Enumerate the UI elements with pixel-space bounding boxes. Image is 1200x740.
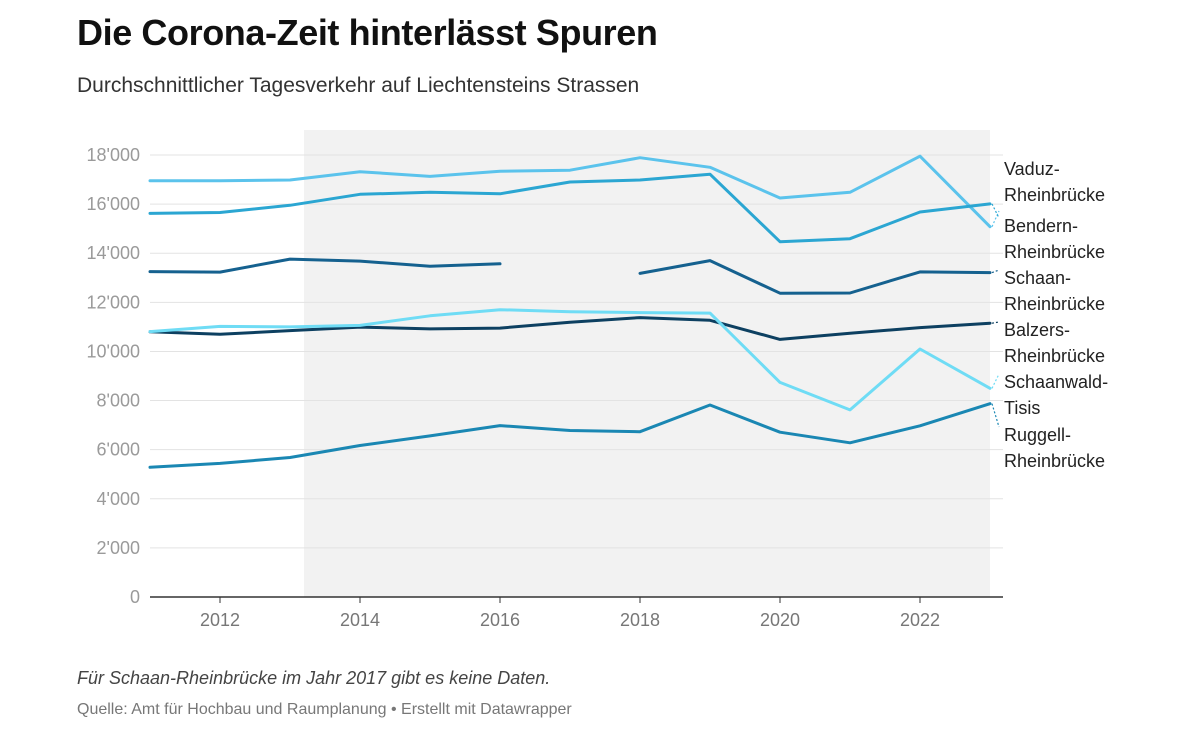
y-axis-ticks: 0 2'000 4'000 6'000 8'000 10'000 12'000 14'000 1… — [87, 145, 141, 607]
series-line — [148, 316, 992, 341]
series-line — [148, 308, 992, 412]
x-tick-label: 2016 — [480, 610, 520, 630]
series-label: Ruggell-Rheinbrücke — [1004, 425, 1105, 471]
series-lines — [148, 154, 992, 469]
series-label: Balzers-Rheinbrücke — [1004, 320, 1105, 366]
series-label: Bendern-Rheinbrücke — [1004, 216, 1105, 262]
y-tick-label: 10'000 — [87, 341, 141, 361]
line-chart: 0 2'000 4'000 6'000 8'000 10'000 12'000 14'000 1… — [87, 130, 1108, 630]
label-connector — [991, 210, 1000, 227]
x-tick-label: 2014 — [340, 610, 380, 630]
series-labels: Vaduz-Rheinbrücke Bendern-Rheinbrücke Scha… — [991, 159, 1108, 471]
y-tick-label: 12'000 — [87, 292, 141, 312]
x-tick-label: 2022 — [900, 610, 940, 630]
chart-title: Die Corona-Zeit hinterlässt Spuren — [77, 12, 658, 53]
y-tick-label: 6'000 — [97, 440, 140, 460]
label-connector — [991, 321, 1000, 324]
series-line — [148, 154, 992, 229]
chart-subtitle: Durchschnittlicher Tagesverkehr auf Liec… — [77, 74, 640, 97]
y-tick-label: 14'000 — [87, 243, 141, 263]
y-tick-label: 2'000 — [97, 538, 140, 558]
chart-source: Quelle: Amt für Hochbau und Raumplanung … — [77, 701, 572, 718]
x-axis-ticks: 2012 2014 2016 2018 2020 2022 — [200, 597, 940, 630]
label-connector — [991, 269, 1000, 274]
label-connector — [991, 203, 1000, 219]
y-tick-label: 0 — [130, 587, 140, 607]
highlight-band-layer — [304, 130, 990, 597]
y-tick-label: 8'000 — [97, 391, 140, 411]
y-tick-label: 18'000 — [87, 145, 141, 165]
series-line — [148, 257, 992, 295]
highlight-band — [304, 130, 990, 597]
label-connector — [991, 403, 1000, 428]
series-label: Schaanwald-Tisis — [1004, 372, 1108, 418]
series-line — [148, 402, 992, 469]
x-tick-label: 2020 — [760, 610, 800, 630]
y-tick-label: 4'000 — [97, 489, 140, 509]
series-label: Vaduz-Rheinbrücke — [1004, 159, 1105, 205]
x-tick-label: 2018 — [620, 610, 660, 630]
series-line — [148, 172, 992, 244]
series-label: Schaan-Rheinbrücke — [1004, 268, 1105, 314]
chart-note: Für Schaan-Rheinbrücke im Jahr 2017 gibt… — [77, 668, 551, 688]
x-tick-label: 2012 — [200, 610, 240, 630]
y-tick-label: 16'000 — [87, 194, 141, 214]
label-connector — [991, 373, 1000, 389]
